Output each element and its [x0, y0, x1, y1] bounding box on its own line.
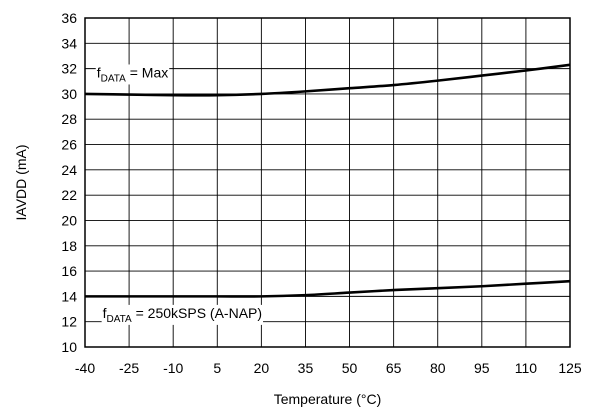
- x-tick-label: 125: [558, 360, 582, 376]
- x-tick-label: 35: [298, 360, 314, 376]
- annotation-label-1: fDATA = 250kSPS (A-NAP): [103, 305, 262, 325]
- x-tick-label: 50: [342, 360, 358, 376]
- x-tick-label: 65: [386, 360, 402, 376]
- y-tick-label: 22: [61, 187, 77, 203]
- y-tick-label: 14: [61, 288, 77, 304]
- series-group: [84, 63, 571, 298]
- x-tick-labels: -40 -25 -10 5 20 35 50 65 80 95 110 125: [75, 360, 582, 376]
- y-tick-label: 26: [61, 137, 77, 153]
- series-line-1: [84, 279, 571, 298]
- y-tick-label: 18: [61, 238, 77, 254]
- y-tick-label: 16: [61, 263, 77, 279]
- y-tick-label: 20: [61, 212, 77, 228]
- y-tick-label: 34: [61, 35, 77, 51]
- annotation-label-0: fDATA = Max: [97, 64, 168, 84]
- x-tick-label: 110: [515, 360, 538, 376]
- y-tick-label: 12: [61, 314, 77, 330]
- series-line-0: [84, 63, 571, 97]
- y-tick-label: 28: [61, 111, 77, 127]
- plot-frame: [84, 17, 571, 348]
- x-tick-label: -40: [75, 360, 95, 376]
- x-tick-label: 95: [474, 360, 490, 376]
- y-tick-label: 10: [61, 339, 77, 355]
- y-axis-title: IAVDD (mA): [13, 145, 29, 221]
- x-tick-label: 5: [213, 360, 221, 376]
- y-tick-label: 24: [61, 162, 77, 178]
- annotation-background-0: [95, 64, 170, 85]
- x-tick-label: 20: [254, 360, 270, 376]
- x-tick-label: 80: [430, 360, 446, 376]
- y-tick-label: 30: [61, 86, 77, 102]
- annotation-background-1: [101, 304, 264, 325]
- y-tick-label: 36: [61, 10, 77, 26]
- y-tick-labels: 10 12 14 16 18 20 22 24 26 28 30 32 34 36: [61, 10, 77, 355]
- annotations: fDATA = Max fDATA = 250kSPS (A-NAP): [95, 64, 264, 325]
- x-axis-title: Temperature (°C): [274, 391, 382, 407]
- x-tick-label: -25: [119, 360, 139, 376]
- x-tick-label: -10: [163, 360, 183, 376]
- y-tick-label: 32: [61, 61, 77, 77]
